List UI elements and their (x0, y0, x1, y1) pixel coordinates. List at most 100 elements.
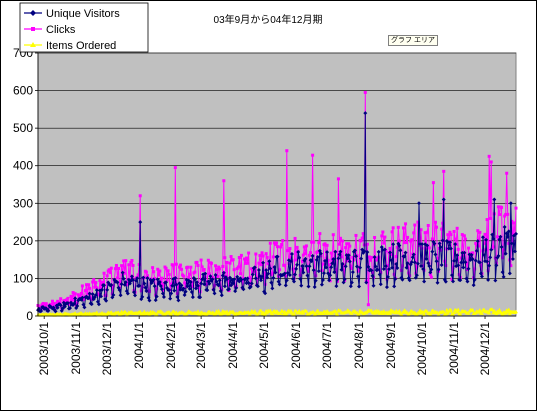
data-point (214, 279, 219, 284)
data-point (353, 254, 358, 259)
legend-item-unique-visitors[interactable]: Unique Visitors (24, 8, 120, 20)
data-point (417, 240, 421, 244)
data-point (421, 266, 426, 271)
data-point (312, 240, 316, 244)
data-point (323, 258, 328, 263)
data-point (53, 309, 58, 314)
data-point (311, 153, 315, 157)
data-point (241, 287, 246, 292)
data-point (382, 247, 387, 252)
data-point (198, 312, 203, 317)
data-point (121, 276, 126, 281)
data-point (158, 269, 162, 273)
data-point (75, 301, 79, 305)
data-point (225, 260, 229, 264)
data-point (355, 264, 360, 269)
data-point (367, 255, 371, 259)
data-point (305, 273, 310, 278)
data-point (288, 247, 292, 251)
data-point (71, 291, 75, 295)
data-point (370, 273, 375, 278)
data-point (399, 312, 404, 316)
data-point (156, 267, 160, 271)
data-point (152, 284, 157, 289)
data-point (426, 223, 430, 227)
data-point (429, 275, 433, 279)
data-point (359, 256, 364, 261)
data-point (377, 272, 382, 277)
data-point (254, 252, 258, 256)
data-point (469, 252, 474, 257)
data-point (365, 250, 370, 255)
data-point (354, 233, 358, 237)
data-point (329, 251, 333, 255)
x-tick-label: 2004/7/1 (320, 322, 334, 369)
x-tick-label: 2004/10/1 (415, 322, 429, 376)
data-point (318, 232, 322, 236)
data-point (363, 111, 368, 116)
data-point (151, 266, 155, 270)
data-point (273, 270, 278, 275)
data-point (151, 277, 156, 282)
data-point (154, 312, 159, 316)
data-point (338, 249, 343, 254)
data-point (97, 293, 101, 297)
data-point (474, 248, 479, 253)
data-point (475, 239, 480, 244)
data-point (361, 232, 365, 236)
data-point (232, 277, 237, 282)
data-point (115, 276, 119, 280)
data-point (366, 264, 371, 269)
data-point (369, 268, 374, 273)
data-point (476, 229, 480, 233)
data-point (437, 241, 442, 246)
data-point (481, 252, 486, 257)
data-point (448, 308, 453, 312)
data-point (370, 271, 374, 275)
data-point (401, 226, 405, 230)
data-point (396, 225, 400, 229)
data-point (446, 233, 450, 237)
data-point (159, 287, 164, 292)
data-point (451, 266, 455, 270)
data-point (270, 311, 275, 316)
data-point (357, 312, 362, 316)
data-point (325, 250, 330, 255)
data-point (119, 280, 123, 284)
data-point (250, 272, 255, 277)
data-point (189, 290, 194, 295)
data-point (312, 285, 317, 290)
data-point (210, 277, 215, 282)
legend[interactable]: Unique Visitors Clicks Items Ordered (19, 2, 149, 53)
data-point (439, 262, 444, 267)
data-point (479, 263, 483, 267)
legend-item-clicks[interactable]: Clicks (24, 24, 76, 36)
data-point (495, 235, 499, 239)
data-point (372, 255, 377, 260)
data-point (196, 264, 200, 268)
data-point (174, 262, 178, 266)
data-point (238, 272, 242, 276)
data-point (118, 293, 123, 298)
data-point (373, 235, 377, 239)
data-point (275, 254, 280, 259)
data-point (400, 277, 405, 282)
data-point (272, 241, 276, 245)
data-point (281, 239, 285, 243)
data-point (293, 272, 298, 277)
data-point (144, 288, 149, 293)
data-point (452, 310, 457, 315)
data-point (424, 246, 428, 250)
data-point (258, 254, 262, 258)
data-point (169, 291, 174, 296)
data-point (153, 277, 157, 281)
data-point (271, 255, 275, 259)
data-point (268, 266, 273, 271)
legend-item-items-ordered[interactable]: Items Ordered (24, 40, 116, 52)
x-tick-label: 2004/2/1 (164, 322, 178, 369)
data-point (327, 263, 331, 267)
x-tick-label: 2004/9/1 (384, 322, 398, 369)
data-point (248, 276, 252, 280)
data-point (413, 223, 417, 227)
data-point (395, 265, 400, 270)
